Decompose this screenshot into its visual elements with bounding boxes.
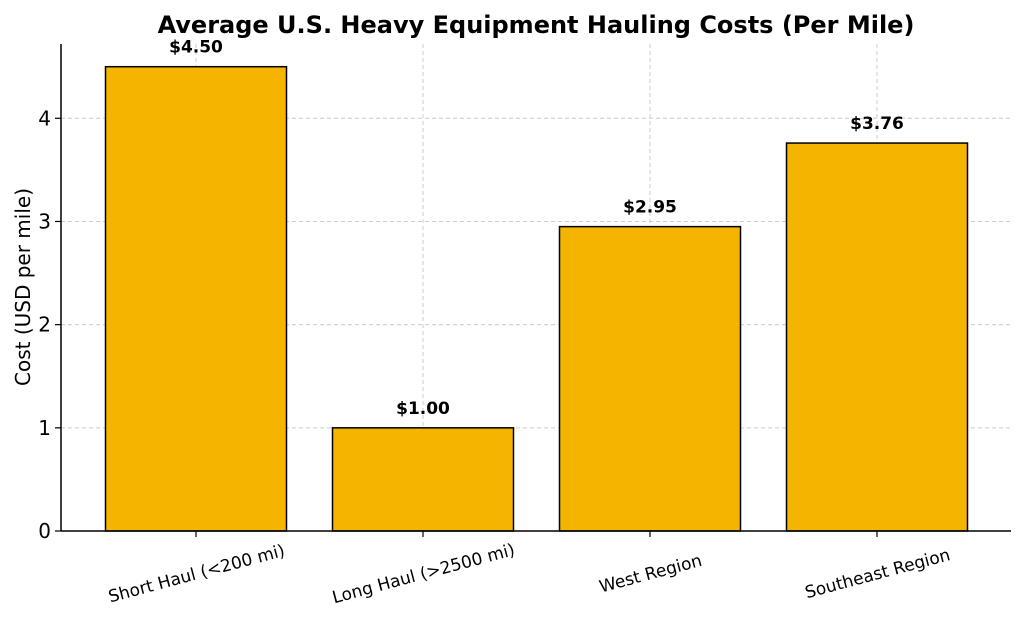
y-axis-label: Cost (USD per mile) xyxy=(11,188,35,386)
x-tick-label: West Region xyxy=(597,551,704,598)
x-tick-label: Long Haul (>2500 mi) xyxy=(330,540,517,608)
bar xyxy=(558,225,742,532)
data-labels: $4.50 $1.00 $2.95 $3.76 xyxy=(169,38,904,419)
y-tick-label: 2 xyxy=(38,313,51,337)
x-tick-label: Short Haul (<200 mi) xyxy=(106,541,287,607)
data-label: $4.50 xyxy=(169,38,223,58)
data-label: $2.95 xyxy=(623,198,677,218)
bar xyxy=(785,142,969,532)
y-tick-label: 1 xyxy=(38,416,51,440)
x-tick-label: Southeast Region xyxy=(803,545,952,603)
bars xyxy=(104,65,969,532)
data-label: $3.76 xyxy=(850,114,904,134)
axes xyxy=(55,44,1011,537)
y-tick-label: 0 xyxy=(38,519,51,543)
bar xyxy=(104,65,288,532)
data-label: $1.00 xyxy=(396,399,450,419)
y-tick-label: 3 xyxy=(38,209,51,233)
y-tick-label: 4 xyxy=(38,106,51,130)
bar xyxy=(331,427,515,532)
chart-title: Average U.S. Heavy Equipment Hauling Cos… xyxy=(158,11,915,39)
